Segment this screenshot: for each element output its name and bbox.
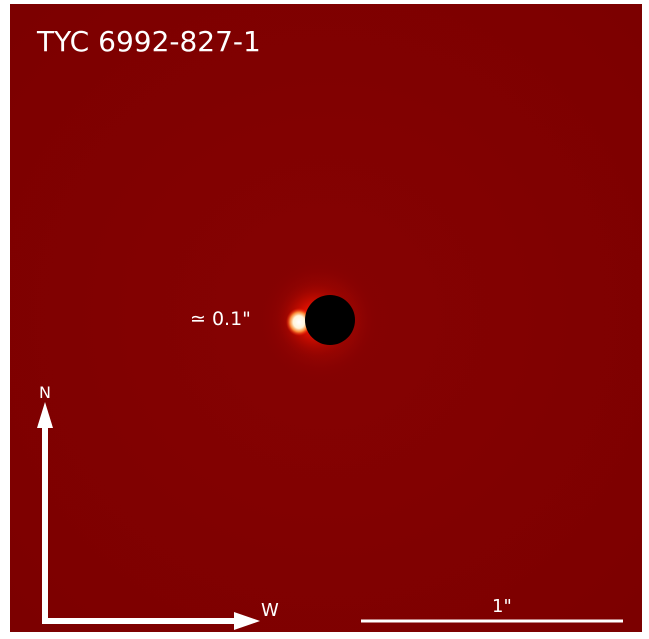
astronomical-image [10, 4, 642, 632]
north-label: N [39, 383, 51, 402]
coronagraph-mask [305, 295, 355, 345]
compass [37, 402, 260, 630]
north-arrow-head [37, 402, 53, 428]
west-label: W [261, 600, 279, 621]
target-name-label: TYC 6992-827-1 [37, 25, 261, 58]
separation-label: ≃ 0.1" [190, 308, 251, 330]
image-frame: TYC 6992-827-1 ≃ 0.1" N W 1" [10, 4, 642, 632]
scale-bar-label: 1" [492, 596, 512, 617]
west-arrow-head [234, 612, 260, 630]
companion-star [286, 308, 312, 336]
